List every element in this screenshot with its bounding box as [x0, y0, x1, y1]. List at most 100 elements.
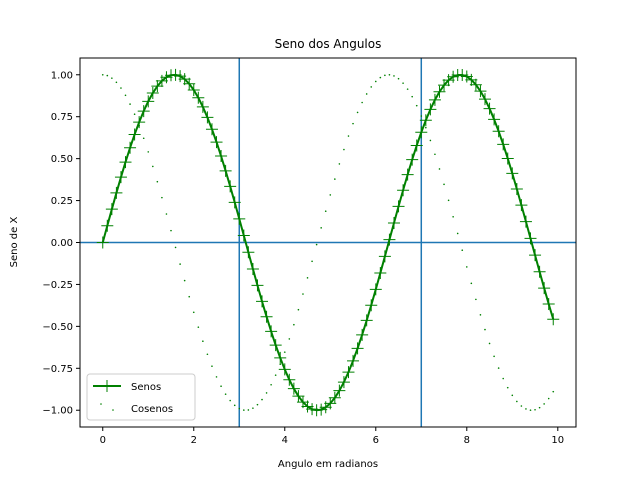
cosenos-point-13 [161, 196, 163, 199]
series-layer [96, 68, 560, 417]
senos-point-45 [301, 400, 314, 413]
y-tick-label-4: 0.00 [51, 238, 73, 249]
senos-point-28 [224, 180, 237, 193]
cosenos-point-5 [124, 94, 127, 97]
cosenos-point-81 [470, 282, 473, 285]
cosenos-point-73 [434, 153, 436, 156]
legend-cosenos-marker-2 [112, 409, 114, 411]
senos-point-5 [119, 156, 132, 169]
senos-point-38 [269, 339, 282, 352]
cosenos-point-32 [247, 409, 250, 411]
y-axis: −1.00 −0.75 −0.50 −0.25 0.00 0.25 0.50 0.75 1.00 [42, 70, 80, 417]
cosenos-point-41 [288, 338, 291, 340]
cosenos-point-86 [493, 355, 495, 358]
x-tick-label-3: 6 [373, 435, 379, 446]
senos-point-16 [169, 68, 182, 81]
senos-point-90 [506, 167, 519, 180]
cosenos-point-71 [425, 126, 427, 129]
cosenos-point-25 [215, 376, 218, 378]
y-axis-label: Seno de X [9, 217, 20, 268]
y-tick-label-3: −0.25 [42, 280, 73, 291]
senos-point-98 [542, 297, 555, 310]
senos-point-24 [205, 123, 218, 136]
y-tick-label-7: 0.75 [51, 112, 73, 123]
senos-point-89 [501, 152, 514, 165]
cosenos-point-4 [120, 87, 122, 89]
cosenos-point-50 [329, 194, 332, 196]
cosenos-point-94 [529, 409, 532, 411]
cosenos-point-39 [279, 363, 282, 366]
senos-point-82 [469, 78, 482, 91]
cosenos-point-29 [233, 404, 236, 407]
senos-point-25 [210, 136, 223, 149]
senos-point-60 [369, 283, 382, 296]
cosenos-point-51 [334, 178, 336, 180]
cosenos-point-72 [429, 139, 432, 142]
cosenos-point-91 [516, 400, 518, 403]
senos-point-1 [101, 219, 114, 232]
cosenos-point-60 [374, 80, 377, 83]
cosenos-point-55 [352, 122, 354, 125]
cosenos-point-78 [456, 232, 459, 235]
senos-point-56 [351, 342, 364, 355]
cosenos-point-36 [265, 392, 268, 394]
reference-lines [80, 58, 576, 427]
x-axis-label: Angulo em radianos [278, 459, 378, 470]
cosenos-point-19 [188, 295, 191, 298]
senos-point-70 [415, 126, 428, 139]
cosenos-point-84 [484, 328, 486, 331]
cosenos-point-61 [379, 76, 382, 79]
cosenos-point-38 [274, 374, 277, 376]
senos-point-20 [187, 83, 200, 96]
senos-point-86 [488, 113, 501, 126]
legend-senos-marker [101, 380, 113, 392]
cosenos-point-88 [502, 377, 504, 380]
senos-point-47 [310, 404, 323, 417]
senos-point-27 [219, 164, 232, 177]
cosenos-point-62 [384, 74, 386, 77]
y-tick-label-5: 0.25 [51, 196, 73, 207]
x-tick-label-1: 2 [191, 435, 197, 446]
series-senos [96, 68, 560, 417]
cosenos-point-87 [497, 367, 500, 369]
cosenos-point-54 [347, 135, 350, 137]
cosenos-point-69 [415, 104, 418, 107]
senos-point-31 [237, 229, 250, 242]
senos-point-97 [538, 282, 551, 295]
senos-point-21 [192, 91, 205, 104]
cosenos-point-98 [547, 397, 550, 400]
senos-point-77 [447, 70, 460, 83]
cosenos-point-74 [438, 168, 441, 170]
x-tick-label-0: 0 [100, 435, 106, 446]
senos-point-36 [260, 310, 273, 323]
cosenos-point-49 [324, 210, 327, 213]
senos-point-81 [465, 73, 478, 86]
senos-point-40 [278, 363, 291, 376]
senos-point-69 [410, 139, 423, 152]
senos-point-8 [133, 116, 146, 129]
cosenos-point-58 [365, 93, 368, 95]
senos-point-88 [497, 138, 510, 151]
senos-point-50 [324, 397, 337, 410]
cosenos-point-21 [197, 326, 200, 328]
cosenos-point-12 [156, 180, 159, 183]
senos-point-37 [265, 325, 278, 338]
cosenos-point-22 [202, 340, 204, 343]
cosenos-point-75 [443, 183, 445, 186]
cosenos-point-1 [106, 74, 109, 77]
senos-point-66 [397, 184, 410, 197]
senos-point-99 [547, 313, 560, 326]
senos-point-51 [328, 391, 341, 404]
senos-point-95 [529, 249, 542, 262]
senos-point-6 [124, 141, 137, 154]
senos-point-61 [374, 267, 387, 280]
senos-point-75 [438, 79, 451, 92]
senos-point-2 [105, 203, 118, 216]
senos-point-14 [160, 71, 173, 84]
cosenos-point-23 [206, 353, 209, 356]
senos-point-73 [428, 93, 441, 106]
senos-point-85 [483, 102, 496, 115]
cosenos-point-79 [461, 249, 464, 252]
cosenos-point-80 [465, 266, 468, 268]
senos-point-19 [183, 77, 196, 90]
